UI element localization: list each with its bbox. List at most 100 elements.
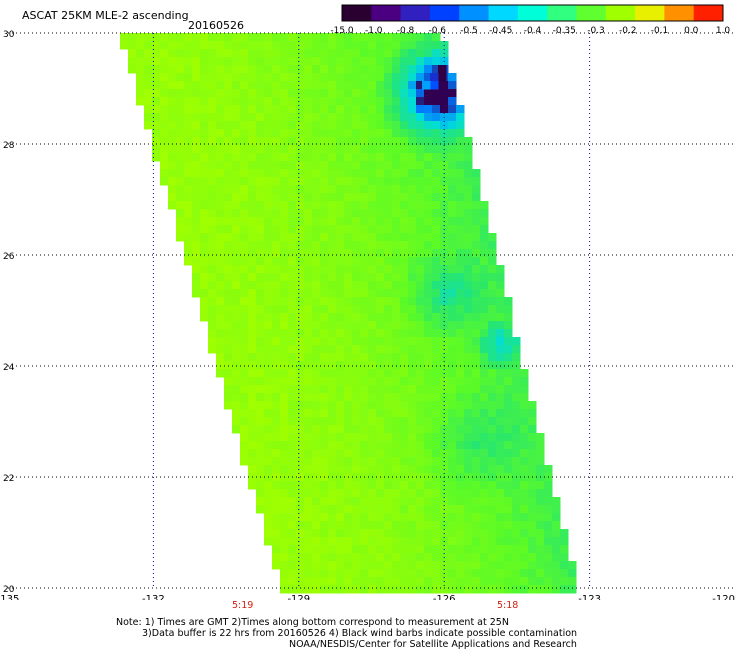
swath-cell	[360, 57, 369, 66]
swath-cell	[240, 241, 249, 250]
swath-cell	[296, 137, 305, 146]
swath-cell	[352, 241, 361, 250]
swath-cell	[408, 193, 417, 202]
swath-cell	[512, 385, 521, 394]
swath-cell	[376, 169, 385, 178]
swath-cell	[408, 513, 417, 522]
swath-cell	[504, 337, 513, 346]
swath-cell	[456, 497, 465, 506]
swath-cell	[264, 321, 273, 330]
swath-cell	[360, 497, 369, 506]
swath-cell	[304, 73, 313, 82]
swath-cell	[480, 553, 489, 562]
swath-cell	[352, 329, 361, 338]
swath-cell	[312, 209, 321, 218]
swath-cell	[416, 441, 425, 450]
swath-cell	[320, 505, 329, 514]
swath-cell	[232, 121, 241, 130]
swath-cell	[496, 521, 505, 530]
swath-cell	[400, 257, 409, 266]
swath-cell	[416, 369, 425, 378]
swath-cell	[264, 153, 273, 162]
swath-cell	[430, 81, 439, 90]
swath-cell	[464, 417, 473, 426]
swath-cell	[472, 561, 481, 570]
swath-cell	[368, 377, 377, 386]
swath-cell	[240, 81, 249, 90]
swath-cell	[360, 481, 369, 490]
swath-cell	[256, 369, 265, 378]
swath-cell	[400, 505, 409, 514]
swath-cell	[344, 497, 353, 506]
swath-cell	[448, 233, 457, 242]
swath-cell	[312, 377, 321, 386]
colorbar-tick-label: -0.45	[489, 26, 513, 36]
swath-cell	[448, 569, 457, 578]
swath-cell	[368, 425, 377, 434]
swath-cell	[320, 185, 329, 194]
swath-cell	[472, 273, 481, 282]
swath-cell	[256, 313, 265, 322]
swath-cell	[224, 377, 233, 386]
swath-cell	[168, 193, 177, 202]
swath-cell	[328, 329, 337, 338]
swath-cell	[224, 89, 233, 98]
swath-cell	[256, 41, 265, 50]
swath-cell	[376, 505, 385, 514]
swath-cell	[352, 369, 361, 378]
swath-cell	[192, 161, 201, 170]
swath-cell	[168, 169, 177, 178]
swath-cell	[328, 417, 337, 426]
swath-cell	[424, 465, 433, 474]
swath-cell	[312, 289, 321, 298]
swath-cells	[120, 33, 577, 594]
swath-cell	[472, 265, 481, 274]
swath-cell	[560, 537, 569, 546]
swath-cell	[488, 481, 497, 490]
swath-cell	[360, 489, 369, 498]
swath-cell	[384, 361, 393, 370]
swath-cell	[408, 385, 417, 394]
swath-cell	[280, 577, 289, 586]
swath-cell	[544, 481, 553, 490]
swath-cell	[480, 465, 489, 474]
swath-cell	[280, 145, 289, 154]
swath-cell	[448, 289, 457, 298]
swath-cell	[368, 65, 377, 74]
swath-cell	[480, 537, 489, 546]
swath-cell	[288, 353, 297, 362]
swath-cell	[296, 305, 305, 314]
swath-cell	[232, 225, 241, 234]
swath-cell	[528, 545, 537, 554]
swath-cell	[280, 121, 289, 130]
swath-cell	[416, 113, 425, 122]
swath-cell	[184, 33, 193, 42]
swath-cell	[208, 281, 217, 290]
swath-cell	[280, 505, 289, 514]
swath-cell	[392, 241, 401, 250]
swath-cell	[320, 369, 329, 378]
swath-cell	[288, 369, 297, 378]
swath-cell	[248, 465, 257, 474]
swath-cell	[256, 169, 265, 178]
swath-cell	[320, 561, 329, 570]
swath-cell	[280, 193, 289, 202]
swath-cell	[216, 33, 225, 42]
swath-cell	[272, 321, 281, 330]
swath-cell	[312, 449, 321, 458]
swath-cell	[304, 353, 313, 362]
swath-cell	[280, 441, 289, 450]
swath-cell	[208, 217, 217, 226]
swath-cell	[288, 393, 297, 402]
colorbar-tick-label: -1.0	[364, 26, 383, 36]
swath-cell	[320, 145, 329, 154]
swath-cell	[424, 145, 433, 154]
swath-cell	[344, 361, 353, 370]
swath-cell	[224, 281, 233, 290]
swath-cell	[352, 145, 361, 154]
swath-cell	[248, 89, 257, 98]
swath-cell	[272, 129, 281, 138]
swath-cell	[272, 449, 281, 458]
swath-cell	[472, 209, 481, 218]
swath-cell	[288, 89, 297, 98]
